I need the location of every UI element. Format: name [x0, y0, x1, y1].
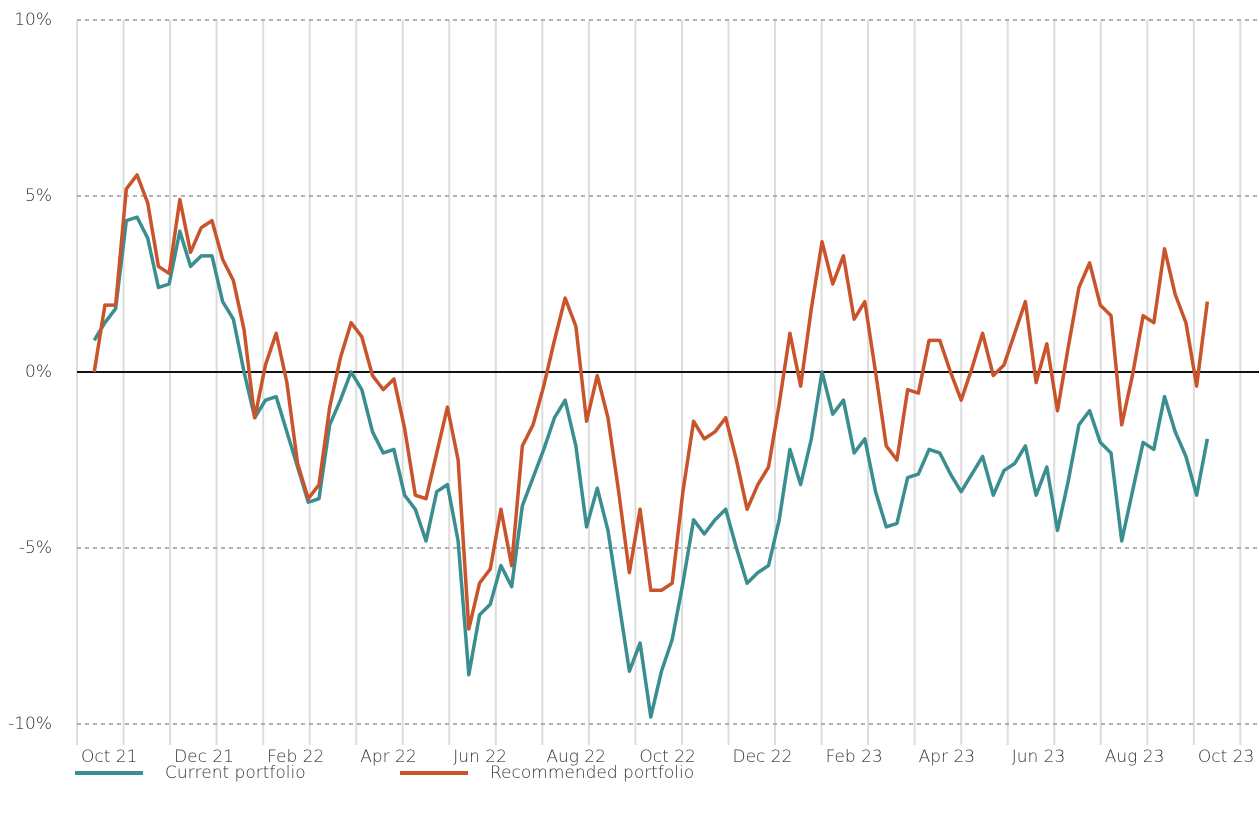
- series-line: [92, 215, 1210, 719]
- legend-label: Recommended portfolio: [490, 763, 694, 783]
- x-tick-label: Apr 23: [919, 747, 975, 767]
- x-tick-label: Feb 23: [826, 747, 883, 767]
- x-tick-label: Oct 23: [1198, 747, 1254, 767]
- x-tick-label: Apr 22: [360, 747, 416, 767]
- x-tick-label: Oct 22: [639, 747, 695, 767]
- x-tick-label: Jun 22: [453, 747, 507, 767]
- x-tick-label: Aug 22: [546, 747, 606, 767]
- x-tick-label: Dec 21: [174, 747, 234, 767]
- x-tick-label: Aug 23: [1105, 747, 1165, 767]
- x-tick-label: Jun 23: [1012, 747, 1066, 767]
- y-tick-label: 5%: [25, 186, 52, 206]
- x-tick-label: Dec 22: [732, 747, 792, 767]
- x-tick-label: Feb 22: [267, 747, 324, 767]
- y-tick-label: 0%: [25, 362, 52, 382]
- series-line: [92, 173, 1210, 631]
- y-tick-label: -5%: [19, 538, 52, 558]
- legend-label: Current portfolio: [165, 763, 306, 783]
- x-tick-label: Oct 21: [81, 747, 137, 767]
- y-tick-label: -10%: [8, 714, 52, 734]
- y-tick-label: 10%: [14, 10, 52, 30]
